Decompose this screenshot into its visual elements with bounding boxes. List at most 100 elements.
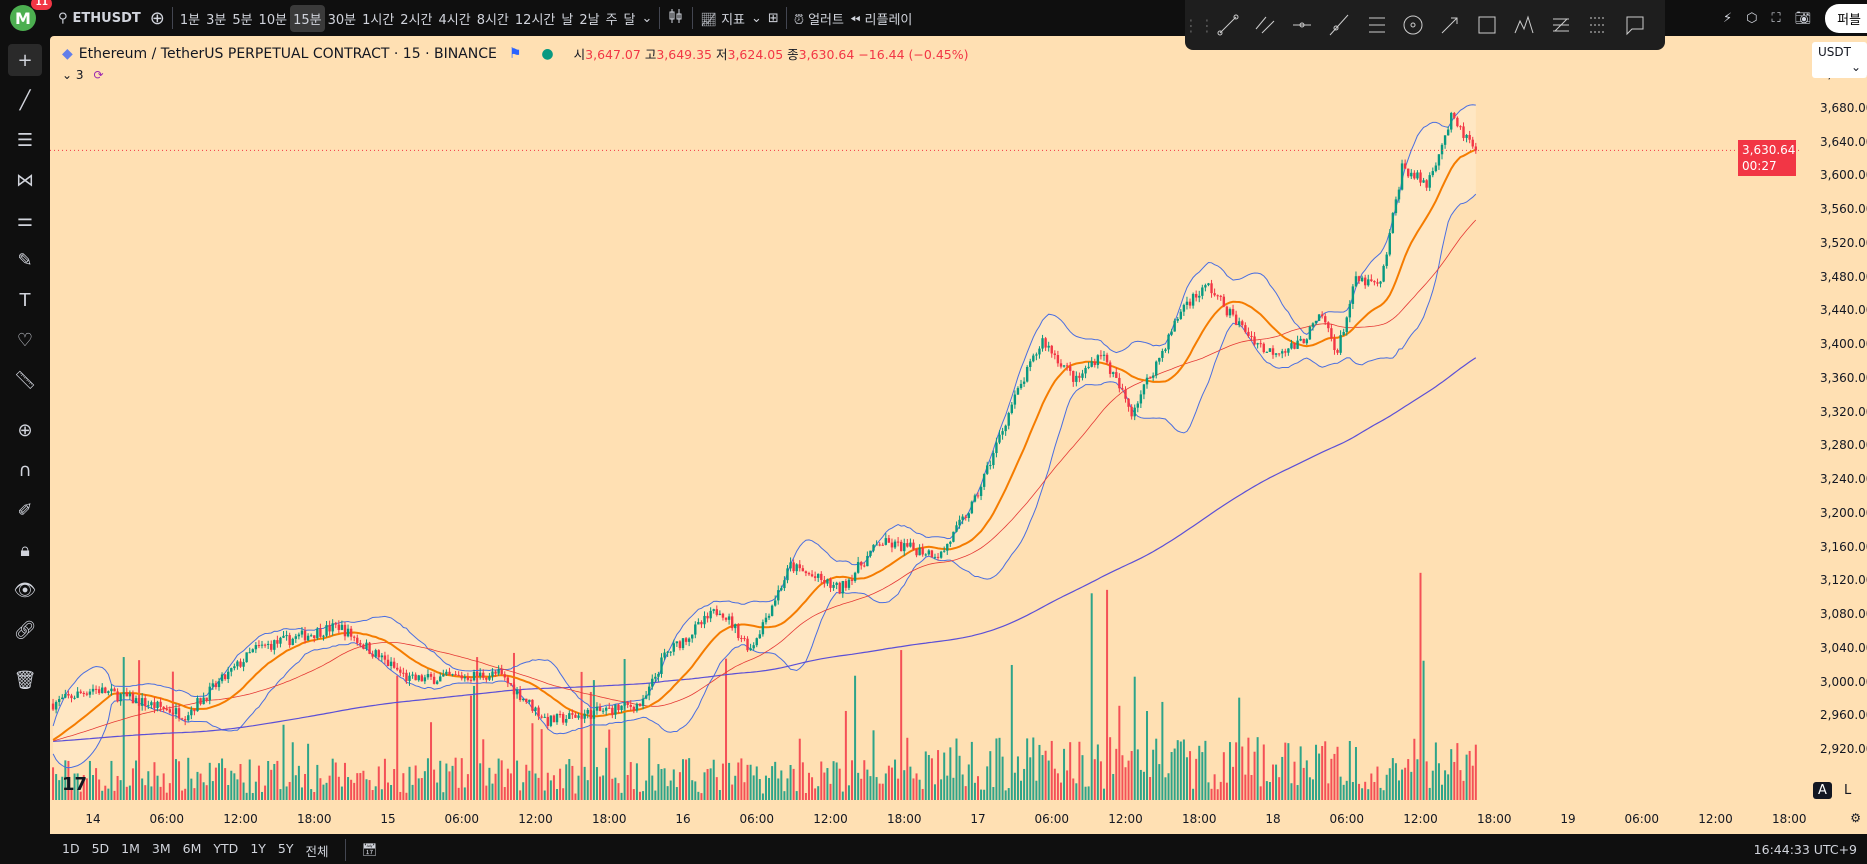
candle-body [1059,363,1063,367]
range-5[interactable]: YTD [213,840,239,856]
horizontal-ray-icon[interactable] [1290,13,1314,37]
settings-gear-icon[interactable]: ⚙ [1850,811,1861,825]
refresh-icon[interactable]: ⟳ [93,68,104,82]
fib-lines-icon[interactable]: ☰ [16,129,34,151]
xabcd-pattern-icon[interactable]: ⋈ [16,169,34,191]
interval-11[interactable]: 날 [561,12,574,28]
camera-icon[interactable]: 📷︎ [1794,10,1812,26]
candle-body [1164,349,1167,351]
arrow-icon[interactable] [1438,13,1462,37]
trash-icon[interactable]: 🗑︎ [13,669,37,691]
volume-bar [1204,740,1207,800]
range-1[interactable]: 5D [91,840,110,856]
favorites-heart-icon[interactable]: ♡ [16,329,34,351]
time-axis[interactable]: ⚙ 14 06:00 12:00 18:00 15 06:00 12:00 18:00 16 06… [50,806,1867,834]
parallel-channel-icon[interactable] [1253,13,1277,37]
auto-scale-button[interactable]: A [1813,782,1832,799]
volume-bar [734,775,737,800]
circle-icon[interactable] [1401,13,1425,37]
chart-pane[interactable] [50,36,1867,834]
indicators-toggle[interactable]: ⌄ 3 [62,68,84,82]
price-axis[interactable]: 3,720.003,680.003,640.003,600.003,560.00… [1800,36,1867,806]
gann-lines-icon[interactable]: ⚌ [16,209,34,231]
volume-bar [645,780,648,800]
interval-chevron-icon[interactable]: ⌄ [641,10,653,26]
crosshair-icon[interactable]: + [8,44,42,76]
log-scale-button[interactable]: L [1844,783,1852,798]
link-icon[interactable]: 🔗︎ [13,619,37,641]
candle-body [706,615,709,619]
magnet-icon[interactable]: ∩ [18,459,32,481]
quick-search-icon[interactable]: ⚡ [1722,10,1733,26]
fib-channel-icon[interactable] [1586,13,1610,37]
ruler-icon[interactable]: 📏︎ [13,369,37,391]
candle-type-icon[interactable] [664,3,688,33]
extended-line-icon[interactable] [1327,13,1351,37]
candle-body [1324,316,1327,323]
interval-2[interactable]: 5분 [232,12,253,28]
fullscreen-icon[interactable]: ⛶ [1771,10,1781,26]
pattern-icon[interactable] [1512,13,1536,37]
interval-12[interactable]: 2날 [579,12,600,28]
volume-bar [519,790,522,800]
volume-bar [522,782,525,800]
interval-13[interactable]: 주 [605,12,618,28]
trend-line-icon[interactable]: ╱ [19,89,31,111]
eye-icon[interactable]: 👁︎ [13,579,37,601]
brush-icon[interactable]: ✎ [17,249,33,271]
drag-handle-icon[interactable]: ⋮⋮ [1183,15,1215,35]
interval-3[interactable]: 10분 [258,12,288,28]
rectangle-icon[interactable] [1475,13,1499,37]
interval-1[interactable]: 3분 [206,12,227,28]
interval-8[interactable]: 4시간 [438,12,471,28]
interval-14[interactable]: 달 [623,12,636,28]
publish-button[interactable]: 퍼블 [1825,3,1867,33]
flag-icon[interactable]: ⚑ [508,45,522,62]
settings-hexagon-icon[interactable]: ⬡ [1746,10,1758,26]
clock[interactable]: 16:44:33 UTC+9 [1753,842,1857,857]
drawing-lock-icon[interactable]: ✐ [17,499,33,521]
currency-selector[interactable]: USDT ⌄ [1812,42,1867,78]
indicators-button[interactable]: 📈︎ 지표 [697,5,748,32]
range-4[interactable]: 6M [182,840,202,856]
candle-body [1339,335,1342,353]
zoom-in-icon[interactable]: ⊕ [17,419,33,441]
candle-body [930,550,934,558]
interval-10[interactable]: 12시간 [514,12,556,28]
interval-4[interactable]: 15분 [290,4,325,32]
alerts-button[interactable]: ⏰︎ 얼러트 [791,5,847,32]
replay-button[interactable]: ⏪︎ 리플레이 [847,5,915,32]
lock-icon[interactable]: 🔒︎ [20,539,30,561]
range-6[interactable]: 1Y [250,840,266,856]
add-symbol-button[interactable]: ⊕ [149,7,165,29]
range-0[interactable]: 1D [62,840,80,856]
callout-note-icon[interactable] [1623,13,1647,37]
price-chart[interactable] [50,36,1800,806]
layout-grid-icon[interactable]: ⊞ [767,10,779,26]
range-2[interactable]: 1M [121,840,140,856]
interval-0[interactable]: 1분 [179,12,201,28]
fib-retracement-icon[interactable] [1364,13,1388,37]
candle-body [555,714,559,723]
volume-bar [52,767,55,800]
interval-9[interactable]: 8시간 [476,12,509,28]
user-avatar[interactable]: M 11 [10,0,52,31]
interval-7[interactable]: 2시간 [400,12,433,28]
volume-bar [1468,750,1471,800]
calendar-icon[interactable]: 📅︎ [361,842,378,857]
range-3[interactable]: 3M [151,840,171,856]
trend-line-icon[interactable] [1216,13,1240,37]
candle-body [912,542,915,550]
gann-fan-icon[interactable] [1549,13,1573,37]
indicators-chevron-icon[interactable]: ⌄ [751,10,762,26]
interval-5[interactable]: 30분 [327,12,357,28]
interval-6[interactable]: 1시간 [362,12,395,28]
price-tick: 3,160.00 [1820,539,1867,554]
range-7[interactable]: 5Y [277,840,294,856]
candle-body [1105,354,1109,363]
text-icon[interactable]: T [19,289,31,311]
volume-bar [952,777,955,800]
symbol-search[interactable]: ⚲ ETHUSDT [58,11,141,26]
candle-body [503,674,506,678]
range-8[interactable]: 전체 [305,843,329,859]
